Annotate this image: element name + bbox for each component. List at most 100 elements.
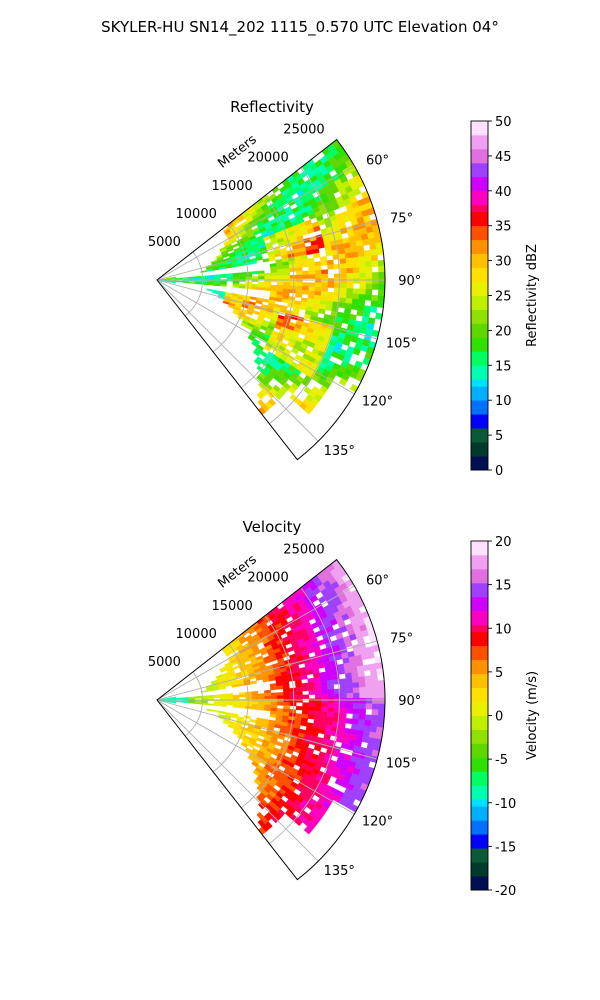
radar-gate [301, 262, 309, 268]
radar-gate [258, 276, 265, 280]
colorbar-segment [471, 673, 488, 681]
radar-gate [314, 685, 322, 691]
radar-gate [308, 270, 316, 275]
radar-gate [314, 286, 322, 292]
radar-gate [258, 698, 265, 703]
radar-gate [264, 701, 272, 706]
colorbar-segment [471, 127, 488, 136]
radar-gate [194, 697, 202, 699]
colorbar-segment [471, 876, 488, 884]
radar-gate [288, 264, 296, 269]
radar-gate [245, 694, 253, 698]
azimuth-spoke [156, 640, 378, 701]
radar-gate [345, 298, 353, 305]
radar-gate [370, 254, 378, 262]
radar-gate [341, 317, 350, 325]
radar-gate [321, 707, 328, 713]
radar-gate [352, 262, 360, 269]
radar-gate [318, 728, 326, 735]
radar-gate [358, 256, 366, 263]
radar-gate [340, 287, 347, 294]
radar-gate [301, 682, 309, 688]
colorbar-tick-label: 0 [495, 464, 503, 479]
radar-gate [264, 278, 272, 283]
colorbar-tick-label: 5 [495, 666, 503, 681]
radar-gate [352, 267, 360, 274]
radar-gate [351, 251, 359, 258]
radar-gate [365, 266, 373, 273]
radar-gate [352, 288, 360, 295]
radar-gate [277, 281, 284, 286]
radar-gate [289, 267, 297, 273]
radar-gate [321, 282, 329, 288]
colorbar-segment [471, 148, 488, 157]
radar-gate [327, 689, 335, 695]
radar-gate [364, 255, 372, 262]
radar-gate [327, 291, 335, 298]
radar-gate [194, 282, 202, 285]
radar-gate [308, 690, 316, 695]
colorbar-segment [471, 435, 488, 443]
radar-gate [320, 260, 328, 266]
radar-gate [308, 274, 316, 279]
radar-gate [251, 271, 259, 275]
azimuth-tick-label: 60° [366, 154, 389, 169]
radar-gate [378, 277, 386, 285]
radar-gate [314, 710, 322, 716]
radar-gate [281, 298, 289, 304]
radar-gate [345, 293, 354, 299]
radar-gate [206, 708, 214, 712]
colorbar-segment [471, 848, 488, 856]
radar-gate [239, 694, 246, 698]
colorbar-segment [471, 246, 488, 255]
radar-gate [289, 698, 297, 703]
radar-gate [371, 686, 379, 693]
colorbar-segment [471, 169, 488, 178]
polar-grid [156, 585, 385, 862]
azimuth-spoke [156, 279, 355, 395]
radar-gate [359, 283, 367, 290]
radial-tick-label: 10000 [176, 207, 217, 222]
radar-field [156, 139, 386, 415]
radar-gate [344, 252, 353, 259]
radar-gate [300, 674, 308, 680]
colorbar-segment [471, 407, 488, 415]
radar-gate [327, 698, 335, 704]
colorbar-segment [471, 617, 488, 626]
radar-gate [346, 267, 354, 274]
radar-gate [359, 278, 367, 284]
colorbar-segment [471, 379, 488, 387]
radar-gate [318, 308, 326, 315]
colorbar-segment [471, 316, 488, 324]
radar-gate [289, 285, 297, 290]
radar-gate [232, 694, 240, 698]
colorbar-segment [471, 624, 488, 633]
radar-gate [352, 708, 360, 715]
radar-gate [257, 801, 266, 810]
colorbar-segment [471, 687, 488, 695]
radar-gate [371, 260, 379, 268]
radar-gate [372, 277, 379, 285]
radar-gate [370, 300, 378, 308]
colorbar-segment [471, 799, 488, 807]
radar-gate [308, 290, 316, 296]
radar-gate [350, 666, 358, 673]
radar-gate [264, 698, 272, 703]
colorbar-segment [471, 337, 488, 345]
radar-gate [188, 280, 196, 282]
radar-gate [226, 277, 234, 280]
radar-gate [188, 282, 196, 284]
radar-gate [325, 305, 333, 311]
radar-gate [320, 291, 328, 297]
radar-gate [220, 275, 227, 278]
radar-gate [307, 681, 315, 687]
radar-gate [277, 278, 284, 283]
radar-gate [295, 690, 303, 696]
azimuth-tick-label: 120° [362, 394, 393, 409]
radar-gate [340, 693, 348, 699]
colorbar-segment [471, 323, 488, 331]
radar-gate [206, 288, 214, 292]
radar-gate [289, 687, 297, 693]
radar-gate [257, 706, 265, 711]
radar-gate [245, 281, 253, 285]
